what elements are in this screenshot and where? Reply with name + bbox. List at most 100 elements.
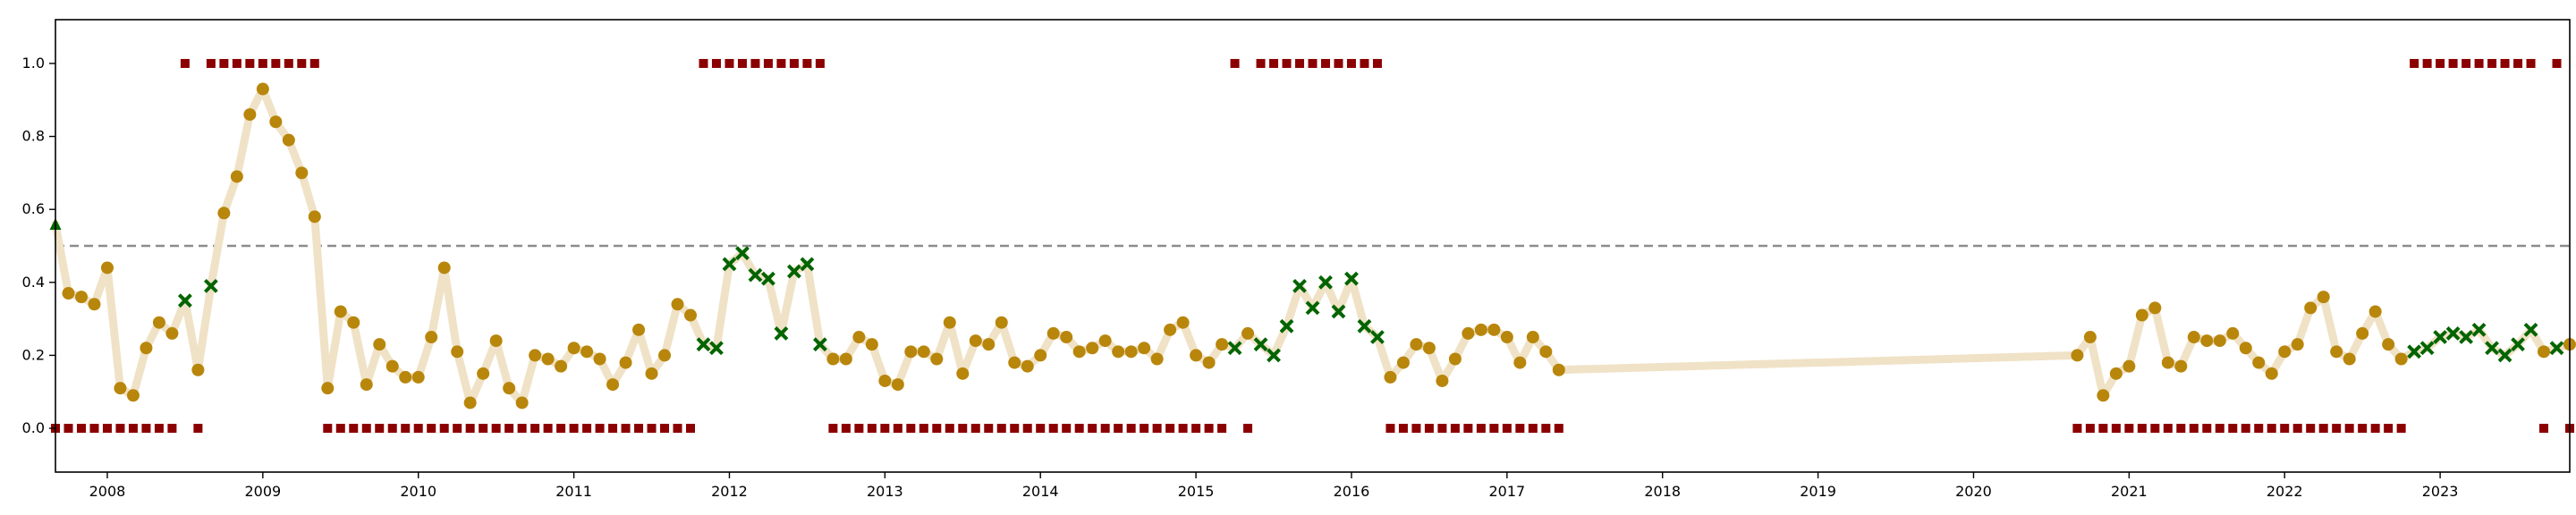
data-point-regime-marker bbox=[722, 257, 737, 272]
x-tick-label: 2015 bbox=[1178, 483, 1215, 500]
data-point bbox=[308, 210, 321, 224]
data-point bbox=[632, 323, 646, 336]
flag-marker bbox=[1022, 424, 1032, 434]
data-point bbox=[477, 367, 490, 380]
data-point bbox=[152, 316, 165, 329]
data-point bbox=[1500, 331, 1513, 344]
data-point-regime-marker bbox=[1292, 278, 1307, 293]
flag-marker bbox=[789, 58, 799, 68]
flag-marker bbox=[2111, 424, 2121, 434]
flag-marker bbox=[1346, 58, 1356, 68]
flag-marker bbox=[2267, 424, 2276, 434]
flag-marker bbox=[361, 424, 371, 434]
data-point bbox=[555, 359, 568, 373]
data-point-regime-marker bbox=[1267, 348, 1281, 363]
data-point-regime-marker bbox=[800, 257, 815, 272]
data-point bbox=[165, 326, 179, 340]
flag-marker bbox=[2552, 58, 2562, 68]
flag-marker bbox=[401, 424, 411, 434]
flag-markers-layer bbox=[51, 58, 2574, 434]
data-point bbox=[541, 352, 555, 366]
data-point-regime-marker bbox=[1227, 341, 1242, 356]
data-point bbox=[2071, 349, 2084, 362]
data-point-regime-marker bbox=[761, 271, 775, 286]
x-tick-label: 2010 bbox=[400, 483, 436, 500]
data-point bbox=[2161, 356, 2174, 369]
flag-marker bbox=[2526, 58, 2536, 68]
x-tick-label: 2009 bbox=[244, 483, 281, 500]
flag-marker bbox=[893, 424, 902, 434]
flag-marker bbox=[504, 424, 514, 434]
data-point bbox=[917, 345, 930, 359]
flag-marker bbox=[154, 424, 164, 434]
flag-marker bbox=[647, 424, 657, 434]
data-point bbox=[1513, 356, 1527, 369]
data-point bbox=[1202, 356, 1216, 369]
data-point-regime-marker bbox=[2433, 330, 2448, 344]
flag-marker bbox=[1528, 424, 1538, 434]
data-point bbox=[2368, 305, 2382, 318]
flag-marker bbox=[906, 424, 916, 434]
data-point bbox=[930, 352, 944, 366]
data-point bbox=[451, 345, 464, 359]
data-point bbox=[360, 378, 373, 392]
data-point bbox=[425, 331, 438, 344]
flag-marker bbox=[1282, 58, 1292, 68]
data-point bbox=[2330, 345, 2343, 359]
data-point bbox=[2109, 367, 2123, 380]
flag-marker bbox=[375, 424, 385, 434]
data-point bbox=[243, 108, 257, 122]
flag-marker bbox=[2318, 424, 2328, 434]
data-point bbox=[567, 342, 580, 355]
flag-marker bbox=[1398, 424, 1408, 434]
flag-marker bbox=[1385, 424, 1395, 434]
flag-marker bbox=[2344, 424, 2354, 434]
data-point-regime-marker bbox=[1318, 274, 1333, 290]
flag-marker bbox=[323, 424, 333, 434]
data-point bbox=[1150, 352, 1164, 366]
x-tick-label: 2017 bbox=[1488, 483, 1525, 500]
flag-marker bbox=[919, 424, 928, 434]
data-point bbox=[386, 359, 399, 373]
flag-marker bbox=[867, 424, 877, 434]
flag-marker bbox=[815, 58, 825, 68]
flag-marker bbox=[64, 424, 73, 434]
data-point bbox=[1138, 342, 1151, 355]
data-point bbox=[1539, 345, 1553, 359]
data-point-regime-marker bbox=[709, 341, 724, 356]
flag-marker bbox=[2370, 424, 2380, 434]
flag-marker bbox=[2462, 58, 2471, 68]
flag-marker bbox=[996, 424, 1006, 434]
flag-marker bbox=[958, 424, 968, 434]
flag-marker bbox=[1178, 424, 1188, 434]
data-point bbox=[956, 367, 970, 380]
flag-marker bbox=[1489, 424, 1499, 434]
flag-marker bbox=[1191, 424, 1201, 434]
data-point-regime-marker bbox=[2511, 337, 2525, 352]
flag-marker bbox=[2410, 58, 2419, 68]
data-point bbox=[865, 338, 878, 351]
data-point-regime-marker bbox=[1279, 318, 1294, 333]
x-tick-label: 2018 bbox=[1644, 483, 1681, 500]
flag-marker bbox=[1308, 58, 1318, 68]
data-point bbox=[1021, 359, 1034, 373]
flag-marker bbox=[1074, 424, 1084, 434]
flag-marker bbox=[2358, 424, 2368, 434]
x-tick-label: 2019 bbox=[1800, 483, 1836, 500]
data-point bbox=[114, 382, 127, 395]
data-point-regime-marker bbox=[774, 326, 789, 341]
flag-marker bbox=[970, 424, 980, 434]
data-point bbox=[645, 367, 658, 380]
data-point-regime-marker bbox=[177, 293, 192, 308]
flag-marker bbox=[1424, 424, 1434, 434]
data-point bbox=[2356, 326, 2369, 340]
flag-marker bbox=[219, 58, 229, 68]
flag-marker bbox=[1295, 58, 1305, 68]
flag-marker bbox=[1126, 424, 1136, 434]
flag-marker bbox=[2072, 424, 2082, 434]
x-tick-label: 2011 bbox=[555, 483, 592, 500]
flag-marker bbox=[479, 424, 488, 434]
x-tick-label: 2014 bbox=[1022, 483, 1059, 500]
x-tick-label: 2022 bbox=[2267, 483, 2303, 500]
